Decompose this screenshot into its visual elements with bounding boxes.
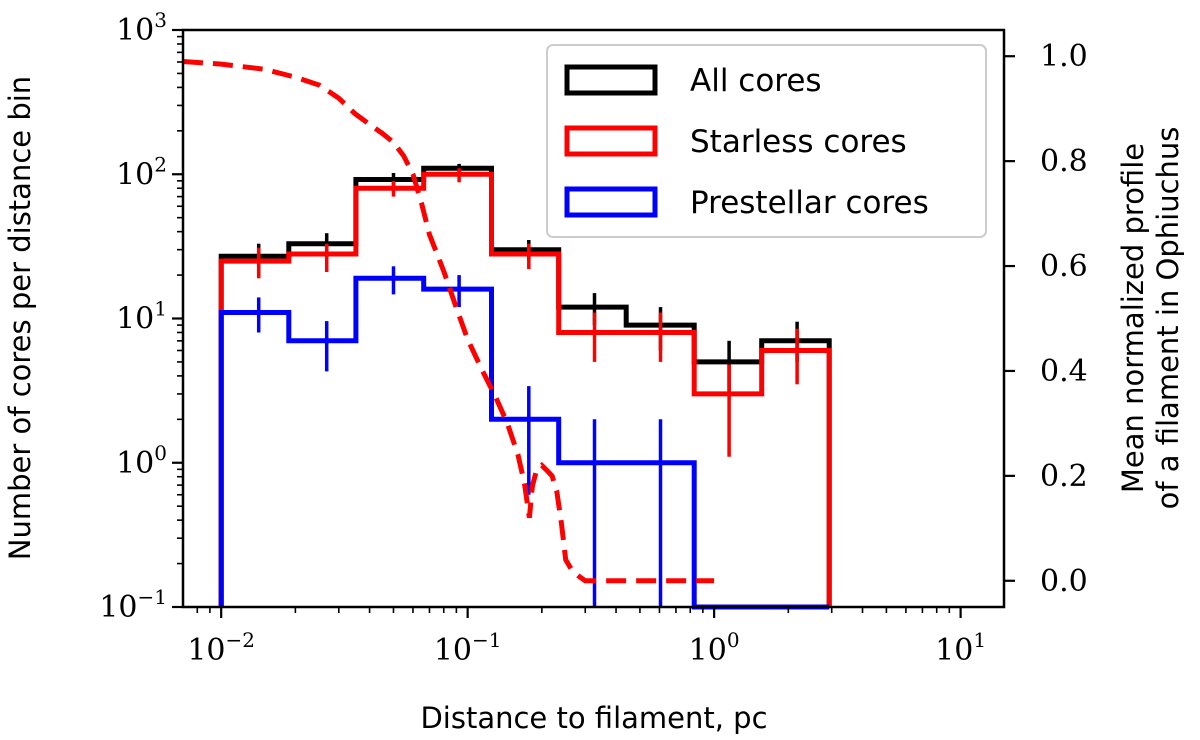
x-tick-label-2: 100 bbox=[689, 628, 740, 668]
x-tick-label-1: 10−1 bbox=[434, 628, 502, 668]
histogram-step-0 bbox=[218, 165, 832, 607]
axis-ticks: 10−2 10−1 100 101 10−1 100 101 102 103 0.0 0.2 0.4 0… bbox=[99, 8, 1087, 668]
legend-label-2: Prestellar cores bbox=[690, 185, 929, 221]
y2-axis-label-line1: Mean normalized profile bbox=[1116, 143, 1150, 493]
legend-label-0: All cores bbox=[690, 63, 822, 99]
y-tick-label-1: 100 bbox=[116, 441, 167, 481]
legend-label-1: Starless cores bbox=[690, 124, 907, 160]
y2-tick-label-4: 0.8 bbox=[1040, 144, 1088, 179]
legend-swatch-0 bbox=[564, 64, 658, 96]
y2-tick-label-3: 0.6 bbox=[1040, 249, 1088, 284]
histogram-step-1 bbox=[218, 171, 832, 607]
plot-marks bbox=[182, 59, 832, 610]
y2-tick-label-0: 0.0 bbox=[1040, 564, 1088, 599]
y2-tick-label-2: 0.4 bbox=[1040, 354, 1088, 389]
y-tick-label-4: 103 bbox=[116, 8, 167, 48]
y-tick-label-0: 10−1 bbox=[99, 585, 167, 625]
legend-swatch-1 bbox=[564, 125, 658, 157]
y2-axis-label-line2: of a filament in Ophiuchus bbox=[1151, 127, 1185, 510]
x-tick-label-0: 10−2 bbox=[187, 628, 255, 668]
y2-tick-label-1: 0.2 bbox=[1040, 459, 1088, 494]
y-tick-label-3: 102 bbox=[116, 152, 167, 192]
x-axis-label: Distance to filament, pc bbox=[420, 701, 767, 735]
legend-swatch-2 bbox=[564, 186, 658, 218]
y-tick-label-2: 101 bbox=[116, 297, 167, 337]
y2-tick-label-5: 1.0 bbox=[1040, 39, 1088, 74]
y-axis-label: Number of cores per distance bin bbox=[3, 76, 37, 560]
filament-profile-line bbox=[182, 59, 715, 584]
histogram-step-2 bbox=[218, 275, 830, 610]
legend: All cores Starless cores Prestellar cores bbox=[546, 44, 987, 238]
x-tick-label-3: 101 bbox=[935, 628, 986, 668]
